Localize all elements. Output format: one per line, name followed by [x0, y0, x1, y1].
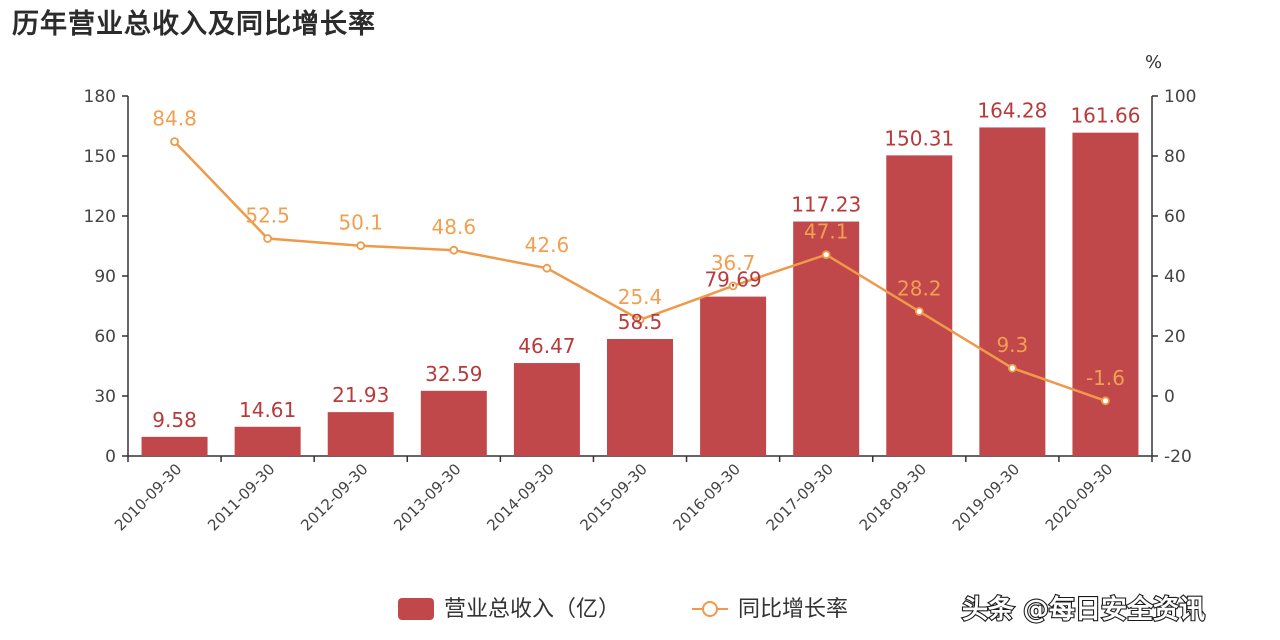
line-point	[821, 250, 831, 260]
x-axis-tick-label: 2016-09-30	[670, 460, 744, 534]
bar	[141, 436, 208, 456]
bar	[234, 426, 301, 456]
bar-value-label: 117.23	[791, 193, 861, 217]
line-point	[356, 241, 366, 251]
page-title: 历年营业总收入及同比增长率	[12, 9, 376, 40]
left-axis-tick-label: 180	[84, 87, 116, 107]
bar-value-label: 161.66	[1070, 104, 1140, 128]
bar-value-label: 150.31	[884, 126, 954, 150]
right-axis-tick-label: 100	[1164, 87, 1196, 107]
right-axis-tick-label: 60	[1164, 207, 1186, 227]
legend-line-marker	[702, 601, 718, 617]
right-axis-tick-label: -20	[1164, 447, 1192, 467]
line-value-label: 84.8	[152, 107, 197, 131]
left-axis-tick-label: 0	[105, 447, 116, 467]
line-value-label: 36.7	[711, 251, 756, 275]
bar-value-label: 14.61	[239, 398, 296, 422]
legend-bar-swatch	[398, 598, 434, 620]
line-point	[1101, 396, 1110, 406]
line-series	[170, 137, 1110, 406]
x-axis-tick-label: 2018-09-30	[856, 460, 930, 534]
x-axis-tick-label: 2014-09-30	[483, 460, 557, 534]
bar	[979, 127, 1046, 456]
line-point	[635, 315, 645, 325]
bar	[886, 155, 953, 456]
x-axis-tick-label: 2011-09-30	[204, 460, 278, 534]
line-value-label: -1.6	[1086, 366, 1125, 390]
line-value-label: 52.5	[245, 204, 290, 228]
line-value-label: 42.6	[525, 233, 570, 257]
left-axis-tick-label: 60	[94, 327, 116, 347]
line-value-label: 47.1	[804, 220, 849, 244]
right-axis-tick-label: 40	[1164, 267, 1186, 287]
bar-value-label: 21.93	[332, 383, 389, 407]
left-axis-tick-label: 120	[84, 207, 116, 227]
right-axis-tick-label: 20	[1164, 327, 1186, 347]
data-labels: 9.58 14.61 21.93 32.59 46.47 58.5 79.69 117.23 1…	[152, 98, 1140, 431]
x-axis-tick-label: 2015-09-30	[576, 460, 650, 534]
x-axis-tick-label: 2020-09-30	[1042, 460, 1116, 534]
x-axis-tick-label: 2013-09-30	[390, 460, 464, 534]
line-value-label: 9.3	[996, 333, 1028, 357]
x-axis-tick-label: 2019-09-30	[949, 460, 1023, 534]
left-axis-tick-label: 30	[94, 387, 116, 407]
right-axis-tick-label: 80	[1164, 147, 1186, 167]
bar	[327, 412, 394, 456]
bar	[513, 363, 580, 456]
bar-value-label: 79.69	[704, 268, 761, 292]
right-axis-tick-label: 0	[1164, 387, 1175, 407]
bar-value-label: 164.28	[977, 98, 1047, 122]
watermark: 头条 @每日安全资讯	[962, 594, 1205, 625]
bar-value-label: 46.47	[518, 334, 575, 358]
line-point	[170, 137, 179, 147]
bar	[607, 339, 673, 456]
bar	[793, 221, 860, 456]
line-value-label: 50.1	[338, 211, 383, 235]
legend[interactable]: 营业总收入（亿） 同比增长率	[398, 597, 848, 622]
legend-line-label: 同比增长率	[738, 597, 848, 622]
bar	[700, 296, 767, 456]
right-axis-unit: %	[1145, 52, 1162, 73]
line-value-label: 48.6	[432, 215, 477, 239]
line-point	[1007, 363, 1017, 373]
bar-value-label: 32.59	[425, 362, 482, 386]
line-point	[449, 245, 459, 255]
line-value-label: 25.4	[618, 285, 663, 309]
legend-bar-label: 营业总收入（亿）	[444, 597, 620, 622]
left-axis-tick-label: 90	[94, 267, 116, 287]
bar-value-label: 58.5	[618, 310, 663, 334]
bar	[420, 390, 487, 456]
x-axis-tick-label: 2010-09-30	[111, 460, 185, 534]
line-point	[542, 263, 552, 273]
x-axis-tick-label: 2012-09-30	[297, 460, 371, 534]
bar-series	[141, 127, 1139, 456]
line-value-label: 28.2	[897, 276, 942, 300]
bar-value-label: 9.58	[152, 408, 197, 432]
left-axis-tick-label: 150	[84, 147, 116, 167]
x-axis-tick-label: 2017-09-30	[763, 460, 837, 534]
bar	[1072, 132, 1139, 456]
line-point	[914, 306, 924, 316]
line-point	[263, 234, 273, 243]
line-point	[728, 281, 738, 291]
